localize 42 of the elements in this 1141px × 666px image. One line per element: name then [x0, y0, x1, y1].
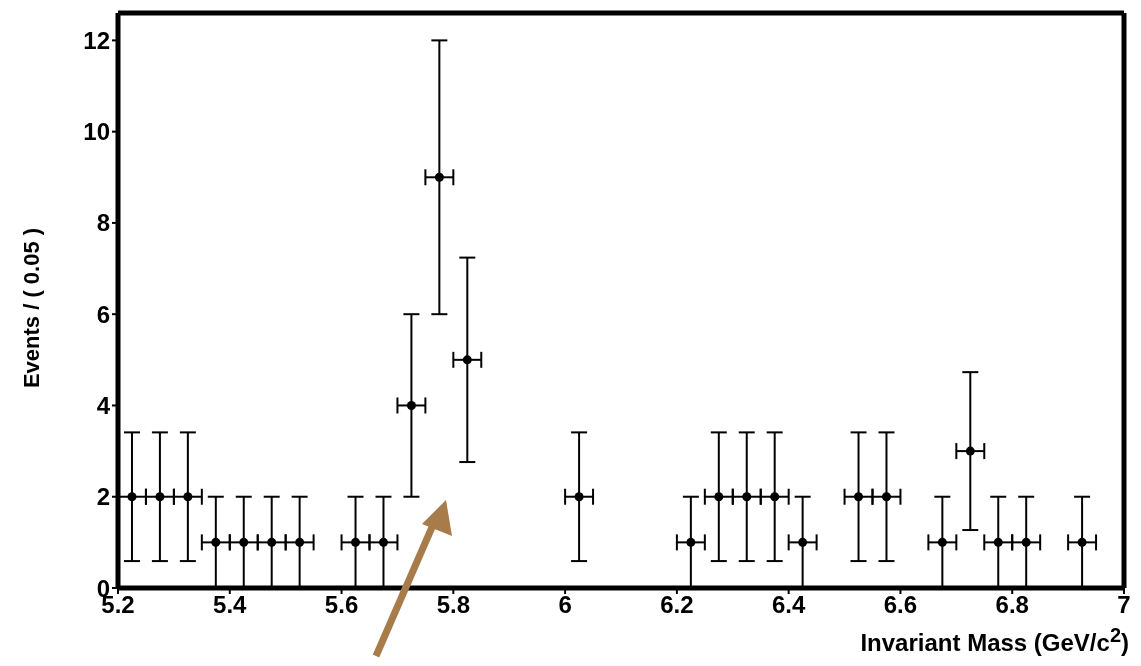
y-tick-label: 8: [96, 209, 110, 237]
x-tick-label: 5.8: [436, 591, 471, 619]
point: [378, 537, 388, 547]
x-tick-label: 6.6: [883, 591, 918, 619]
point: [434, 172, 444, 182]
x-tick-label: 7: [1117, 591, 1131, 619]
y-axis-title: Events / ( 0.05 ): [19, 227, 45, 389]
point: [574, 492, 584, 502]
x-tick-label: 6.8: [995, 591, 1029, 619]
x-tick-label: 6: [558, 591, 572, 619]
y-tick-label: 4: [96, 391, 111, 419]
point: [854, 492, 864, 502]
point: [937, 537, 947, 547]
y-tick-label: 6: [96, 300, 110, 328]
y-tick-label: 10: [83, 118, 110, 146]
point: [881, 492, 891, 502]
x-tick-label: 5.4: [213, 591, 248, 619]
point: [406, 400, 416, 410]
point: [714, 492, 724, 502]
point: [127, 492, 137, 502]
x-tick-label: 6.4: [771, 591, 806, 619]
point: [351, 537, 361, 547]
y-tick-label: 12: [83, 26, 110, 54]
point: [155, 492, 165, 502]
x-tick-label: 5.6: [324, 591, 359, 619]
x-axis-title: Invariant Mass (GeV/c$^{2}$): [860, 624, 1129, 657]
point: [239, 537, 249, 547]
x-tick-label: 6.2: [660, 591, 694, 619]
point: [686, 537, 696, 547]
point: [798, 537, 808, 547]
point: [1021, 537, 1031, 547]
y-tick-label: 2: [96, 483, 110, 511]
point: [267, 537, 277, 547]
point: [295, 537, 305, 547]
point: [183, 492, 193, 502]
point: [965, 446, 975, 456]
point: [1077, 537, 1087, 547]
point: [742, 492, 752, 502]
point: [770, 492, 780, 502]
point: [462, 355, 472, 365]
point: [211, 537, 221, 547]
point: [993, 537, 1003, 547]
